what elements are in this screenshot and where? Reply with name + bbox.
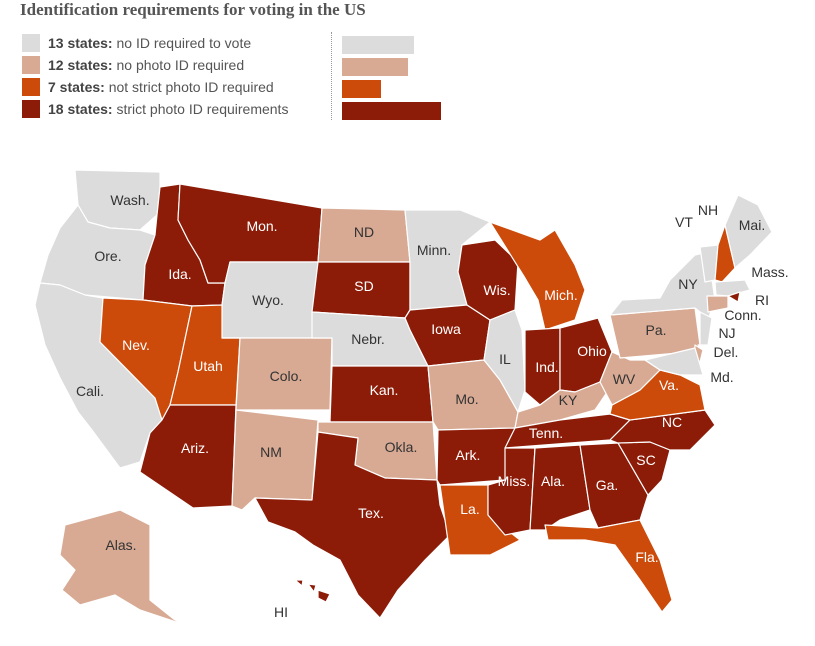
state-label-wv: WV <box>613 371 636 387</box>
map-title: Identification requirements for voting i… <box>20 0 366 19</box>
legend-bar-non-photo <box>342 58 408 76</box>
state-label-nh: NH <box>698 202 718 218</box>
state-ct <box>706 295 729 313</box>
state-fl <box>544 519 673 613</box>
state-me <box>724 194 773 269</box>
state-label-nc: NC <box>662 414 682 430</box>
state-label-mn: Minn. <box>417 242 451 258</box>
legend-count: 12 states: <box>48 57 113 73</box>
state-nm <box>231 409 319 511</box>
state-label-ga: Ga. <box>596 477 619 493</box>
state-label-nm: NM <box>260 444 282 460</box>
state-label-mt: Mon. <box>246 218 277 234</box>
legend-item-strict-photo: 18 states: strict photo ID requirements <box>22 99 288 119</box>
state-label-ia: Iowa <box>431 321 461 337</box>
legend-label: no photo ID required <box>116 57 245 73</box>
state-label-nj: NJ <box>718 325 735 341</box>
state-label-la: La. <box>460 501 479 517</box>
state-label-ri: RI <box>755 292 769 308</box>
state-ca <box>34 282 163 469</box>
state-ak <box>59 509 186 626</box>
legend-divider <box>331 32 332 120</box>
state-label-wy: Wyo. <box>252 292 284 308</box>
state-label-mi: Mich. <box>544 287 577 303</box>
legend-swatch <box>22 56 40 74</box>
legend-label: no ID required to vote <box>116 35 252 51</box>
state-label-in: Ind. <box>535 359 558 375</box>
state-label-ne: Nebr. <box>351 331 384 347</box>
legend-count: 7 states: <box>48 79 105 95</box>
state-label-co: Colo. <box>270 368 303 384</box>
state-label-ct: Conn. <box>724 307 761 323</box>
state-nj <box>697 311 713 346</box>
state-label-wi: Wis. <box>483 282 510 298</box>
state-mi <box>489 221 586 331</box>
state-il <box>483 309 526 413</box>
state-md <box>644 347 704 376</box>
legend-bar-none <box>342 36 414 54</box>
us-map: Wash. Ore. Cali. Ida. Mon. Wyo. Nev. Utah Ariz. C… <box>34 169 789 626</box>
legend-item-none: 13 states: no ID required to vote <box>22 33 251 53</box>
legend-count: 13 states: <box>48 35 113 51</box>
state-label-ny: NY <box>678 276 698 292</box>
state-label-ar: Ark. <box>456 447 481 463</box>
state-label-vt: VT <box>675 214 693 230</box>
state-label-md: Md. <box>710 369 733 385</box>
legend-item-non-photo: 12 states: no photo ID required <box>22 55 244 75</box>
state-ny <box>609 251 716 321</box>
state-label-fl: Fla. <box>635 549 658 565</box>
state-ri <box>727 291 741 303</box>
state-label-tx: Tex. <box>358 505 384 521</box>
state-label-ks: Kan. <box>370 382 399 398</box>
state-label-nd: ND <box>354 224 374 240</box>
state-label-nv: Nev. <box>122 337 150 353</box>
state-label-ms: Miss. <box>498 473 531 489</box>
state-tx <box>254 431 451 619</box>
legend-count: 18 states: <box>48 101 113 117</box>
legend-bar-strict-photo <box>342 102 441 120</box>
state-label-al: Ala. <box>541 473 565 489</box>
state-label-sd: SD <box>354 278 373 294</box>
legend-label: strict photo ID requirements <box>116 101 289 117</box>
state-label-sc: SC <box>636 452 655 468</box>
state-label-tn: Tenn. <box>529 425 563 441</box>
state-ar <box>436 427 516 486</box>
state-label-ut: Utah <box>193 358 223 374</box>
legend-bar-nonstrict-photo <box>342 80 381 98</box>
legend-swatch <box>22 100 40 118</box>
state-label-az: Ariz. <box>181 440 209 456</box>
legend-swatch <box>22 34 40 52</box>
state-nh <box>714 224 736 283</box>
state-label-pa: Pa. <box>645 322 666 338</box>
state-label-va: Va. <box>659 377 679 393</box>
legend-label: not strict photo ID required <box>108 79 274 95</box>
state-label-mo: Mo. <box>455 391 478 407</box>
state-label-il: IL <box>499 351 511 367</box>
state-label-wa: Wash. <box>110 192 149 208</box>
legend-item-nonstrict-photo: 7 states: not strict photo ID required <box>22 77 274 97</box>
state-label-ok: Okla. <box>385 439 418 455</box>
state-label-ca: Cali. <box>76 383 104 399</box>
state-hi <box>294 579 331 603</box>
state-label-or: Ore. <box>94 248 121 264</box>
state-label-id: Ida. <box>168 266 191 282</box>
state-label-de: Del. <box>714 344 739 360</box>
state-label-ak: Alas. <box>105 537 136 553</box>
state-label-oh: Ohio <box>577 343 607 359</box>
state-label-ky: KY <box>559 392 578 408</box>
state-label-me: Mai. <box>739 217 765 233</box>
state-label-ma: Mass. <box>751 264 788 280</box>
state-ma <box>714 279 751 297</box>
legend-swatch <box>22 78 40 96</box>
state-label-hi: HI <box>274 604 288 620</box>
